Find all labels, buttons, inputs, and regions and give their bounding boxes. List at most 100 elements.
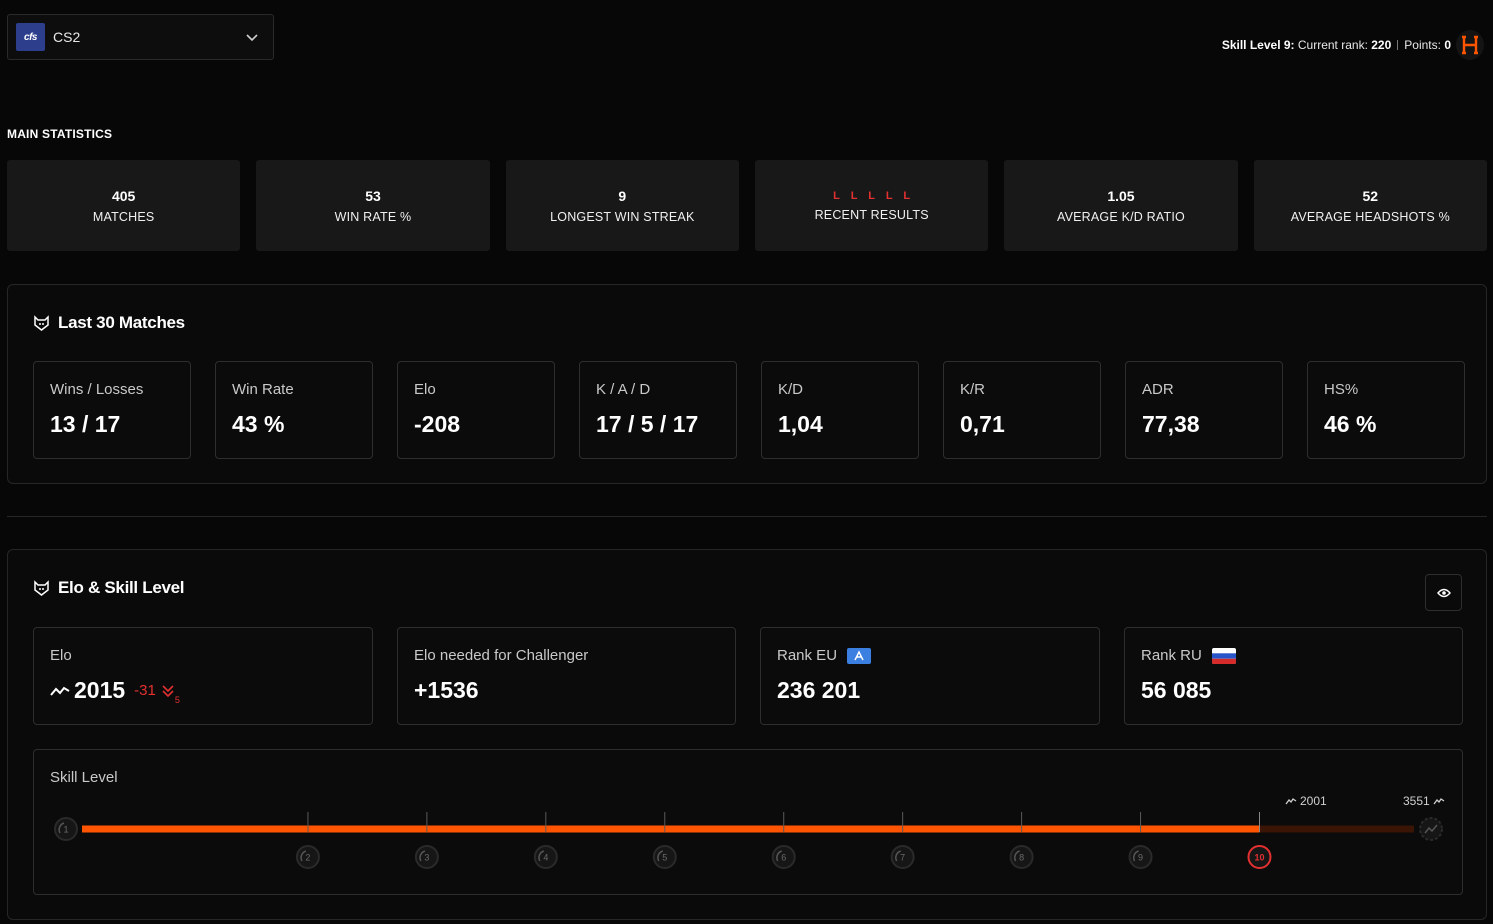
stat-value: 43 % <box>232 411 285 437</box>
stat-label: RECENT RESULTS <box>814 207 929 222</box>
level-5-label: 5 <box>662 853 667 863</box>
stat-label: Elo <box>50 647 72 664</box>
stat-win-rate: Win Rate 43 % <box>215 361 373 459</box>
stat-value: 46 % <box>1324 411 1377 437</box>
stat-value: 13 / 17 <box>50 411 121 437</box>
level-arc <box>538 850 545 862</box>
stat-value: 236 201 <box>777 677 861 704</box>
stat-value: 17 / 5 / 17 <box>596 411 699 437</box>
stat-elo: Elo -208 <box>397 361 555 459</box>
level-arc <box>657 850 664 862</box>
stat-label: ADR <box>1142 381 1174 398</box>
stat-card-longest-win-streak: 9 LONGEST WIN STREAK <box>505 160 739 251</box>
stat-value: 53 <box>365 187 381 204</box>
stat-label: AVERAGE K/D RATIO <box>1056 209 1185 224</box>
challenger-threshold: 3551 <box>1403 794 1445 808</box>
level-9-badge <box>1128 845 1153 869</box>
last-30-matches-panel: Last 30 Matches Wins / Losses 13 / 17 Win… <box>7 284 1487 484</box>
level-1-badge <box>54 817 78 841</box>
level-3-badge <box>414 845 439 869</box>
level-arc <box>895 850 901 862</box>
rank-eu-label-row: Rank EU <box>777 647 1083 665</box>
level-8-label: 8 <box>1019 853 1024 863</box>
current-rank-label: Current rank: <box>1297 38 1368 52</box>
panel-header: Last 30 Matches <box>33 313 185 333</box>
trend-icon <box>50 686 70 696</box>
eye-icon <box>1436 588 1451 597</box>
stat-label: Win Rate <box>232 381 294 398</box>
stat-label: Wins / Losses <box>50 381 144 398</box>
faceit-helper-icon[interactable] <box>1456 30 1484 60</box>
stat-value: 405 <box>111 187 136 204</box>
main-statistics: 405 MATCHES 53 WIN RATE % 9 LONGEST WIN … <box>7 160 1487 251</box>
stat-label: AVERAGE HEADSHOTS % <box>1290 209 1450 224</box>
trend-icon <box>1433 798 1445 805</box>
skill-bar-fill <box>82 825 1260 833</box>
divider <box>7 516 1487 517</box>
stat-card-win-rate: 53 WIN RATE % <box>256 160 490 251</box>
level-2-badge <box>295 845 320 869</box>
elo-value: 2015 <box>74 677 126 703</box>
stat-value: 77,38 <box>1142 411 1200 437</box>
stat-value: 0,71 <box>960 411 1005 437</box>
last-30-stats: Wins / Losses 13 / 17 Win Rate 43 % Elo -20… <box>33 361 1465 459</box>
toggle-visibility-button[interactable] <box>1425 574 1462 611</box>
level-3-label: 3 <box>424 853 429 863</box>
stat-label: Elo <box>414 381 436 398</box>
main-statistics-title: MAIN STATISTICS <box>7 127 113 141</box>
stat-label: Rank EU <box>777 647 838 664</box>
game-selector[interactable]: cfs CS2 <box>7 14 274 60</box>
level-arc <box>300 850 307 862</box>
elo-cards: Elo 2015 -31 5 Elo needed for Challenger… <box>33 627 1463 725</box>
trend-icon <box>1285 798 1297 805</box>
elo-delta-value: -31 <box>134 682 156 699</box>
level-6-badge <box>771 845 796 869</box>
chevron-down-icon <box>246 34 258 42</box>
level-7-label: 7 <box>900 853 905 863</box>
panel-header: Elo & Skill Level <box>33 578 185 598</box>
elo-value-row: 2015 -31 5 <box>50 677 356 705</box>
skill-level-title: Skill Level <box>50 769 118 786</box>
stat-value: 52 <box>1362 187 1379 204</box>
level-arc <box>58 822 65 834</box>
stat-label: Elo needed for Challenger <box>414 647 589 664</box>
stat-label: WIN RATE % <box>334 209 412 224</box>
points-label: Points: <box>1404 38 1441 52</box>
stat-card-average-headshots: 52 AVERAGE HEADSHOTS % <box>1253 160 1487 251</box>
stat-label: K / A / D <box>596 381 651 398</box>
level-7-badge <box>890 845 915 869</box>
level-8-badge <box>1009 845 1034 869</box>
rank-ru-card: Rank RU 56 085 <box>1124 627 1463 725</box>
stat-label: HS% <box>1324 381 1359 398</box>
current-rank-value: 220 <box>1371 38 1392 52</box>
points-value: 0 <box>1444 38 1451 52</box>
level-10-label: 10 <box>1254 853 1264 863</box>
skill-level-label: Skill Level 9: <box>1221 38 1295 52</box>
level-4-badge <box>533 845 558 869</box>
rank-eu-card: Rank EU 236 201 <box>760 627 1100 725</box>
level-arc <box>776 850 783 862</box>
level-10-threshold: 2001 <box>1285 794 1327 808</box>
stat-wins-losses: Wins / Losses 13 / 17 <box>33 361 191 459</box>
recent-results: L L L L L <box>833 189 915 202</box>
stat-card-matches: 405 MATCHES <box>7 160 241 251</box>
double-chevron-down-icon <box>162 684 174 697</box>
wolf-icon <box>34 579 49 596</box>
elo-delta: -31 5 <box>134 682 180 705</box>
level-2-label: 2 <box>305 853 310 863</box>
level-6-label: 6 <box>781 853 786 863</box>
level-arc <box>1132 850 1139 862</box>
eu-flag-icon <box>847 648 872 665</box>
wolf-icon <box>34 314 49 331</box>
level-arc <box>1014 850 1020 862</box>
skill-info: Skill Level 9: Current rank: 220 Points:… <box>1222 38 1451 52</box>
elo-card: Elo 2015 -31 5 <box>33 627 373 725</box>
stat-label: K/R <box>960 381 986 398</box>
stat-value: 56 085 <box>1141 677 1212 704</box>
level-10-threshold-value: 2001 <box>1300 794 1327 808</box>
panel-title: Last 30 Matches <box>58 313 185 332</box>
stat-value: +1536 <box>414 677 479 703</box>
challenger-threshold-value: 3551 <box>1403 794 1430 808</box>
stat-adr: ADR 77,38 <box>1125 361 1283 459</box>
stat-value: 1.05 <box>1107 187 1135 204</box>
